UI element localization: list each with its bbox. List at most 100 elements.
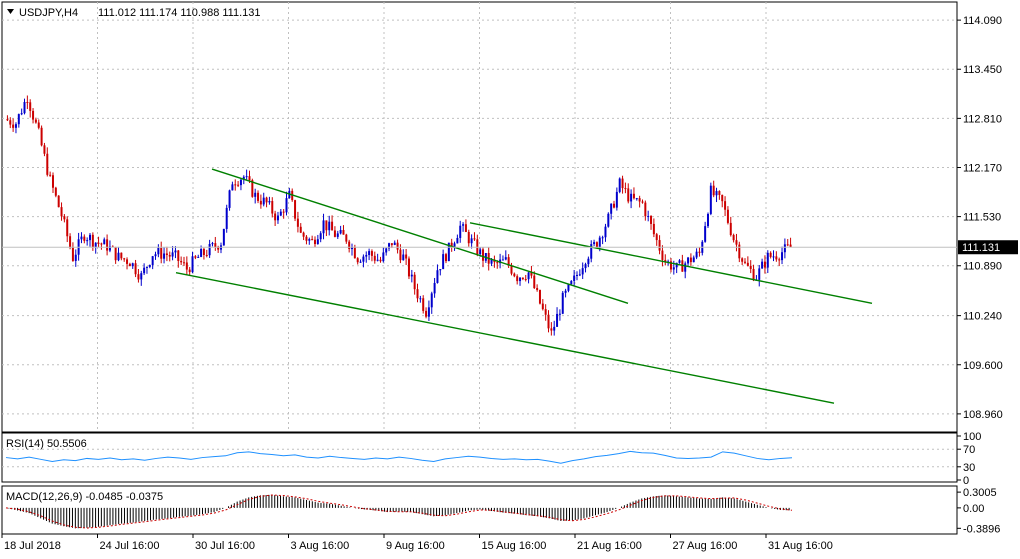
candle-body — [678, 260, 681, 263]
candle-body — [504, 257, 507, 260]
candle-body — [644, 202, 647, 217]
candle-body — [578, 274, 581, 276]
candle-body — [120, 252, 123, 259]
candle-body — [279, 211, 282, 216]
candle-body — [741, 258, 744, 262]
candle-body — [177, 250, 180, 262]
candle-body — [721, 194, 724, 202]
candle-body — [587, 258, 590, 265]
candle-body — [117, 252, 120, 261]
candle-body — [524, 279, 527, 281]
candle-body — [239, 179, 242, 186]
candle-body — [749, 265, 752, 269]
candle-body — [661, 250, 664, 260]
candle-body — [128, 263, 131, 267]
candle-body — [607, 213, 610, 227]
candle-body — [299, 226, 302, 233]
candle-body — [265, 197, 268, 203]
candle-body — [610, 203, 613, 214]
ohlc-values: 111.012 111.174 110.988 111.131 — [98, 7, 261, 19]
candle-body — [185, 262, 188, 270]
price-tick-label: 112.170 — [963, 162, 1002, 174]
candle-body — [516, 276, 519, 282]
candle-body — [647, 216, 650, 218]
candle-body — [547, 314, 550, 329]
price-tick-label: 110.240 — [963, 311, 1002, 323]
candle-body — [328, 221, 331, 231]
candle-body — [137, 274, 140, 280]
channel-breakout-line[interactable] — [469, 222, 873, 305]
candle-body — [276, 215, 279, 221]
rsi-pane-frame — [1, 432, 958, 483]
candle-body — [86, 240, 89, 242]
candle-body — [772, 256, 775, 258]
candle-body — [51, 175, 54, 188]
candle-body — [459, 225, 462, 238]
candle-body — [593, 242, 596, 245]
channel-upper-line[interactable] — [211, 168, 629, 305]
time-tick-label: 21 Aug 16:00 — [577, 540, 642, 552]
candle-body — [294, 200, 297, 219]
candle-body — [63, 216, 66, 220]
candle-body — [54, 187, 57, 196]
candle-body — [724, 201, 727, 210]
candle-body — [732, 234, 735, 241]
candle-body — [584, 264, 587, 269]
candle-body — [262, 197, 265, 205]
candle-body — [171, 252, 174, 257]
candle-body — [390, 243, 393, 245]
candle-body — [766, 252, 769, 268]
candle-body — [558, 313, 561, 315]
candle-body — [308, 239, 311, 241]
candle-body — [402, 254, 405, 261]
candle-body — [473, 238, 476, 240]
price-tick-label: 113.450 — [963, 64, 1002, 76]
candle-body — [738, 244, 741, 259]
candle-body — [453, 243, 456, 248]
candle-body — [567, 284, 570, 291]
candle-body — [202, 249, 205, 255]
rsi-tick-label: 70 — [963, 444, 975, 456]
candle-body — [174, 250, 177, 253]
candle-body — [385, 248, 388, 253]
candle-body — [709, 185, 712, 214]
candle-body — [519, 277, 522, 282]
candle-body — [758, 268, 761, 280]
candle-body — [180, 261, 183, 263]
triangle-down-icon[interactable] — [7, 9, 14, 14]
time-tick-label: 27 Aug 16:00 — [673, 540, 738, 552]
macd-signal-line — [5, 494, 793, 529]
candle-body — [698, 251, 701, 253]
candle-body — [393, 242, 396, 245]
candle-body — [225, 207, 228, 229]
candle-body — [789, 244, 792, 248]
candle-body — [422, 298, 425, 311]
trend-channel[interactable] — [175, 168, 873, 404]
candle-body — [630, 193, 633, 202]
candle-body — [439, 269, 442, 271]
candle-body — [706, 213, 709, 227]
candle-body — [197, 256, 200, 258]
candle-body — [362, 256, 365, 262]
candle-body — [165, 253, 168, 255]
candle-body — [687, 257, 690, 264]
candle-body — [615, 191, 618, 208]
candle-body — [410, 274, 413, 277]
candle-body — [598, 237, 601, 248]
candle-body — [684, 263, 687, 272]
candle-body — [20, 113, 23, 115]
candle-body — [726, 209, 729, 223]
candle-body — [34, 119, 37, 123]
rsi-tick-label: 100 — [963, 431, 981, 443]
time-axis: 18 Jul 2018 24 Jul 16:00 30 Jul 16:00 3 Aug… — [1, 534, 833, 552]
candle-body — [69, 236, 72, 248]
candle-body — [348, 241, 351, 250]
time-tick-label: 18 Jul 2018 — [4, 540, 61, 552]
candle-body — [538, 290, 541, 304]
macd-tick-label: 0.00 — [963, 503, 984, 515]
candle-body — [205, 254, 208, 256]
channel-lower-line[interactable] — [175, 271, 835, 404]
candle-body — [407, 258, 410, 277]
